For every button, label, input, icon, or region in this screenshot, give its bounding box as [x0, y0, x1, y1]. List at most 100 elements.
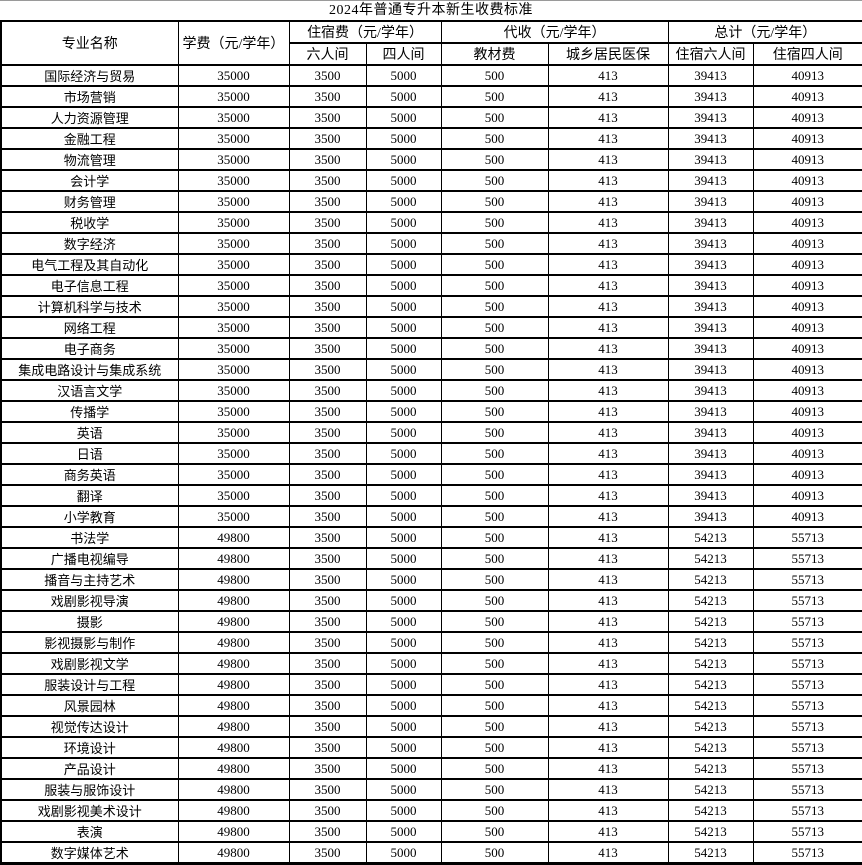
cell-room4: 5000 [365, 505, 442, 528]
cell-room6: 3500 [288, 778, 367, 801]
cell-total6: 54213 [667, 757, 754, 780]
table-row: 人力资源管理 35000 3500 5000 500 413 39413 40913 [0, 106, 862, 129]
cell-major: 风景园林 [0, 694, 179, 717]
cell-textbook: 500 [440, 799, 549, 822]
fee-table: 专业名称 学费（元/学年） 住宿费（元/学年） 代收（元/学年） 总计（元/学年… [0, 20, 862, 865]
cell-room4: 5000 [365, 547, 442, 570]
cell-room6: 3500 [288, 190, 367, 213]
cell-tuition: 35000 [177, 64, 290, 87]
cell-textbook: 500 [440, 64, 549, 87]
cell-major: 英语 [0, 421, 179, 444]
cell-room4: 5000 [365, 694, 442, 717]
cell-insurance: 413 [547, 358, 669, 381]
table-body: 国际经济与贸易 35000 3500 5000 500 413 39413 40913 市场营销… [0, 64, 862, 865]
cell-insurance: 413 [547, 757, 669, 780]
cell-room4: 5000 [365, 631, 442, 654]
cell-total4: 40913 [752, 274, 862, 297]
header-insurance: 城乡居民医保 [547, 42, 669, 66]
cell-major: 摄影 [0, 610, 179, 633]
cell-room4: 5000 [365, 673, 442, 696]
cell-total6: 39413 [667, 190, 754, 213]
cell-textbook: 500 [440, 715, 549, 738]
cell-textbook: 500 [440, 547, 549, 570]
cell-total6: 39413 [667, 421, 754, 444]
cell-tuition: 35000 [177, 442, 290, 465]
cell-total6: 54213 [667, 736, 754, 759]
cell-room4: 5000 [365, 568, 442, 591]
cell-total6: 39413 [667, 379, 754, 402]
cell-textbook: 500 [440, 778, 549, 801]
cell-total6: 54213 [667, 526, 754, 549]
cell-room4: 5000 [365, 169, 442, 192]
cell-textbook: 500 [440, 526, 549, 549]
cell-textbook: 500 [440, 148, 549, 171]
cell-total4: 55713 [752, 547, 862, 570]
cell-major: 会计学 [0, 169, 179, 192]
cell-major: 小学教育 [0, 505, 179, 528]
table-row: 电子信息工程 35000 3500 5000 500 413 39413 40913 [0, 274, 862, 297]
cell-room4: 5000 [365, 778, 442, 801]
cell-tuition: 49800 [177, 589, 290, 612]
cell-insurance: 413 [547, 463, 669, 486]
cell-insurance: 413 [547, 673, 669, 696]
cell-major: 视觉传达设计 [0, 715, 179, 738]
cell-tuition: 35000 [177, 232, 290, 255]
cell-total4: 40913 [752, 505, 862, 528]
cell-major: 影视摄影与制作 [0, 631, 179, 654]
cell-tuition: 35000 [177, 253, 290, 276]
cell-room6: 3500 [288, 568, 367, 591]
cell-total4: 40913 [752, 295, 862, 318]
header-sub-row: 六人间 四人间 教材费 城乡居民医保 住宿六人间 住宿四人间 [1, 42, 862, 66]
table-row: 服装设计与工程 49800 3500 5000 500 413 54213 55713 [0, 673, 862, 696]
table-row: 市场营销 35000 3500 5000 500 413 39413 40913 [0, 85, 862, 108]
cell-insurance: 413 [547, 631, 669, 654]
cell-major: 电子信息工程 [0, 274, 179, 297]
cell-insurance: 413 [547, 169, 669, 192]
cell-total4: 55713 [752, 799, 862, 822]
cell-total6: 54213 [667, 652, 754, 675]
table-row: 数字媒体艺术 49800 3500 5000 500 413 54213 55713 [0, 841, 862, 865]
cell-total6: 54213 [667, 589, 754, 612]
cell-tuition: 35000 [177, 421, 290, 444]
table-row: 计算机科学与技术 35000 3500 5000 500 413 39413 40913 [0, 295, 862, 318]
table-row: 税收学 35000 3500 5000 500 413 39413 40913 [0, 211, 862, 234]
cell-insurance: 413 [547, 232, 669, 255]
cell-total4: 40913 [752, 232, 862, 255]
cell-insurance: 413 [547, 316, 669, 339]
cell-total6: 54213 [667, 778, 754, 801]
cell-textbook: 500 [440, 820, 549, 843]
table-row: 广播电视编导 49800 3500 5000 500 413 54213 55713 [0, 547, 862, 570]
cell-textbook: 500 [440, 631, 549, 654]
cell-major: 日语 [0, 442, 179, 465]
table-row: 集成电路设计与集成系统 35000 3500 5000 500 413 39413 40913 [0, 358, 862, 381]
cell-textbook: 500 [440, 463, 549, 486]
cell-tuition: 49800 [177, 631, 290, 654]
cell-room6: 3500 [288, 358, 367, 381]
cell-major: 戏剧影视文学 [0, 652, 179, 675]
cell-major: 服装与服饰设计 [0, 778, 179, 801]
table-row: 戏剧影视导演 49800 3500 5000 500 413 54213 55713 [0, 589, 862, 612]
header-major: 专业名称 [0, 20, 179, 66]
cell-insurance: 413 [547, 295, 669, 318]
table-row: 电子商务 35000 3500 5000 500 413 39413 40913 [0, 337, 862, 360]
cell-tuition: 49800 [177, 526, 290, 549]
cell-insurance: 413 [547, 274, 669, 297]
cell-total4: 40913 [752, 127, 862, 150]
cell-room6: 3500 [288, 148, 367, 171]
table-row: 数字经济 35000 3500 5000 500 413 39413 40913 [0, 232, 862, 255]
cell-tuition: 35000 [177, 274, 290, 297]
table-row: 风景园林 49800 3500 5000 500 413 54213 55713 [0, 694, 862, 717]
cell-tuition: 35000 [177, 295, 290, 318]
cell-room4: 5000 [365, 64, 442, 87]
cell-major: 财务管理 [0, 190, 179, 213]
header-textbook: 教材费 [440, 42, 549, 66]
cell-room6: 3500 [288, 127, 367, 150]
table-row: 视觉传达设计 49800 3500 5000 500 413 54213 55713 [0, 715, 862, 738]
cell-total6: 39413 [667, 358, 754, 381]
cell-major: 商务英语 [0, 463, 179, 486]
cell-room6: 3500 [288, 505, 367, 528]
cell-total6: 39413 [667, 148, 754, 171]
cell-total4: 40913 [752, 85, 862, 108]
cell-major: 环境设计 [0, 736, 179, 759]
cell-total6: 54213 [667, 673, 754, 696]
